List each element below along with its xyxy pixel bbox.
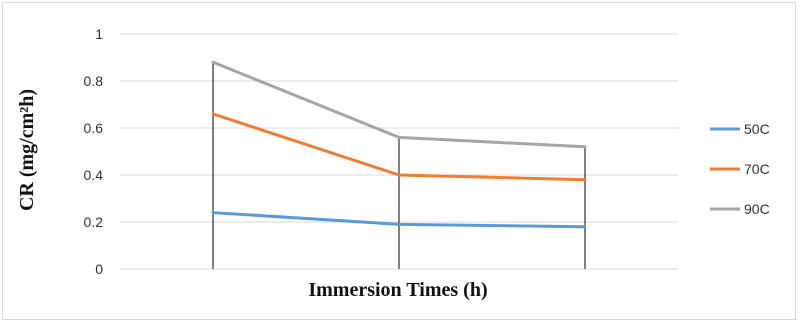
y-tick-label: 0.2 <box>84 214 104 230</box>
series-lines <box>211 60 587 229</box>
legend-label: 50C <box>744 121 770 137</box>
y-tick-labels: 0 0.2 0.4 0.6 0.8 1 <box>84 26 104 277</box>
y-tick-label: 0 <box>95 261 103 277</box>
y-tick-label: 1 <box>95 26 103 42</box>
legend: 50C 70C 90C <box>710 121 770 217</box>
y-axis-label: CR (mg/cm²h) <box>16 89 38 211</box>
legend-label: 70C <box>744 161 770 177</box>
y-tick-label: 0.6 <box>84 120 104 136</box>
series-line-70C <box>211 112 587 182</box>
series-line-90C <box>211 60 587 149</box>
legend-label: 90C <box>744 201 770 217</box>
drop-lines <box>212 62 586 269</box>
y-tick-label: 0.4 <box>84 167 104 183</box>
y-tick-label: 0.8 <box>84 73 104 89</box>
x-axis-label: Immersion Times (h) <box>308 279 487 301</box>
series-line-50C <box>211 211 587 229</box>
